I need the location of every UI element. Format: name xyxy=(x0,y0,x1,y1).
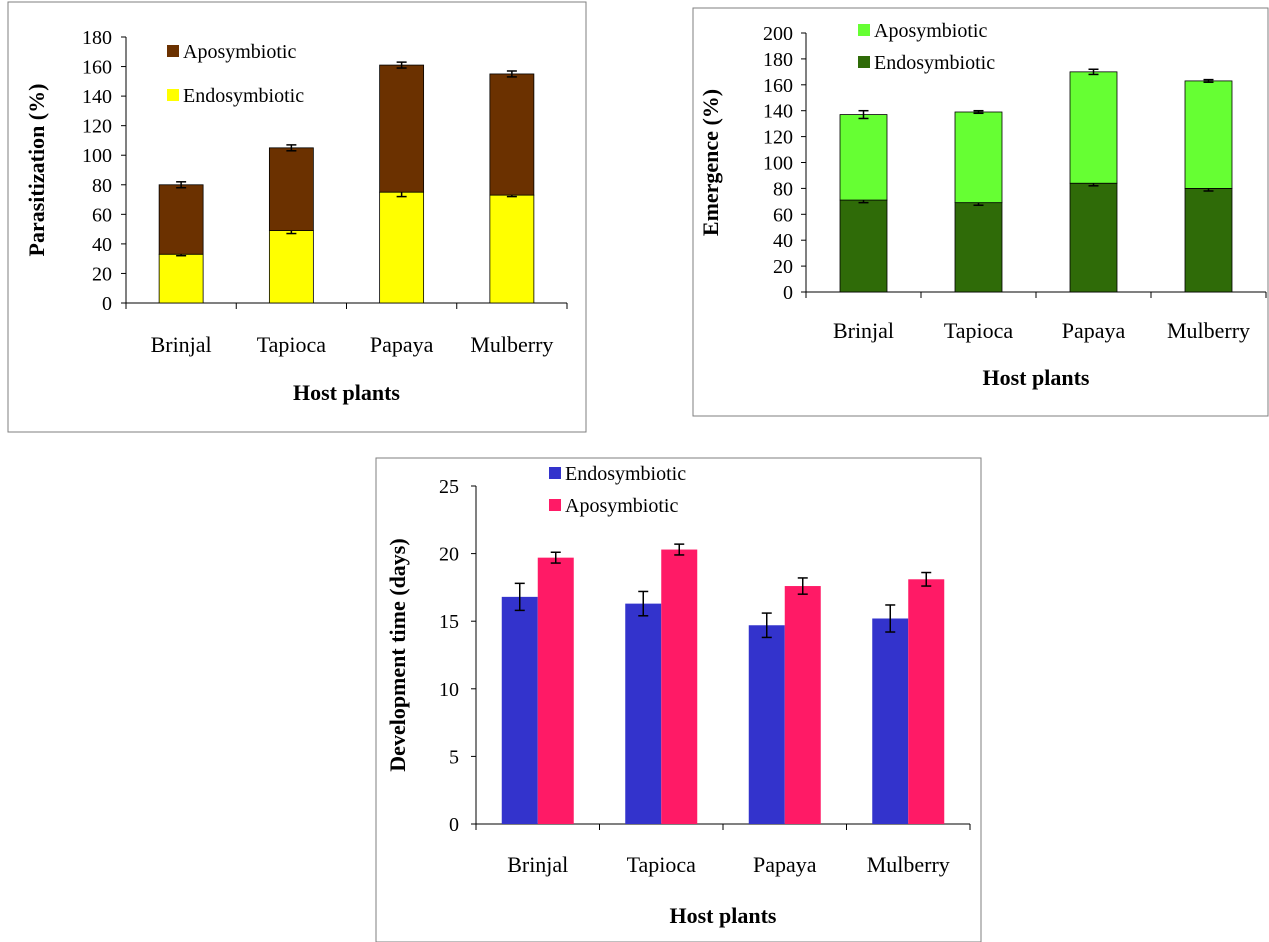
bar xyxy=(954,202,1003,293)
x-tick-label: Tapioca xyxy=(627,852,697,877)
y-axis-title: Parasitization (%) xyxy=(24,84,49,257)
x-tick-label: Mulberry xyxy=(867,852,950,877)
bar xyxy=(379,64,425,193)
y-tick-label: 200 xyxy=(763,23,793,45)
legend-swatch xyxy=(549,499,561,511)
parasitization-chart: 0 20 40 60 80 100 120 140 160 180 Brinjal Tapioca Pa… xyxy=(7,1,587,433)
x-tick-label: Brinjal xyxy=(151,332,212,357)
legend-swatch xyxy=(858,56,870,68)
y-tick-label: 15 xyxy=(439,611,459,633)
y-tick-label: 0 xyxy=(449,814,459,836)
y-tick-label: 0 xyxy=(783,282,793,304)
emergence-chart: 0 20 40 60 80 100 120 140 160 180 200 Brinjal Tapioc… xyxy=(692,7,1269,417)
y-tick-label: 160 xyxy=(82,57,112,79)
bar xyxy=(1069,71,1118,184)
y-tick-label: 120 xyxy=(763,127,793,149)
y-tick-label: 120 xyxy=(82,116,112,138)
bar xyxy=(489,73,535,196)
y-axis-title: Development time (days) xyxy=(385,538,410,771)
y-tick-label: 80 xyxy=(92,175,112,197)
y-tick-label: 25 xyxy=(439,476,459,498)
legend-label: Endosymbiotic xyxy=(874,52,995,74)
x-tick-label: Papaya xyxy=(1062,318,1126,343)
y-tick-label: 0 xyxy=(102,293,112,315)
x-tick-label: Mulberry xyxy=(470,332,553,357)
bar xyxy=(954,111,1003,204)
bar xyxy=(537,557,574,824)
y-tick-label: 80 xyxy=(773,178,793,200)
x-tick-label: Brinjal xyxy=(833,318,894,343)
y-tick-label: 5 xyxy=(449,746,459,768)
bar xyxy=(839,199,888,293)
legend-swatch xyxy=(167,89,179,101)
legend-swatch xyxy=(167,45,179,57)
x-tick-label: Mulberry xyxy=(1167,318,1250,343)
x-axis-title: Host plants xyxy=(983,365,1090,390)
bar xyxy=(784,586,821,824)
bar xyxy=(379,191,425,304)
legend-swatch xyxy=(549,467,561,479)
bar xyxy=(908,579,945,824)
y-tick-label: 20 xyxy=(92,263,112,285)
bar xyxy=(1184,80,1233,189)
y-axis-title: Emergence (%) xyxy=(698,89,723,236)
y-tick-label: 10 xyxy=(439,679,459,701)
y-tick-label: 20 xyxy=(439,544,459,566)
development-time-chart: 0 5 10 15 20 25 Brinjal Tapioca Papaya Mulberry En… xyxy=(375,457,982,942)
x-tick-label: Papaya xyxy=(753,852,817,877)
bar xyxy=(872,618,909,824)
legend-label: Endosymbiotic xyxy=(565,463,686,485)
y-tick-label: 140 xyxy=(763,101,793,123)
bar xyxy=(268,147,314,231)
x-tick-label: Tapioca xyxy=(257,332,327,357)
bar xyxy=(1184,187,1233,293)
y-tick-label: 20 xyxy=(773,256,793,278)
bar xyxy=(748,625,785,824)
y-tick-label: 100 xyxy=(763,153,793,175)
bar xyxy=(625,603,662,824)
bar xyxy=(1069,182,1118,293)
legend-label: Aposymbiotic xyxy=(183,41,296,63)
legend-swatch xyxy=(858,24,870,36)
x-tick-label: Tapioca xyxy=(944,318,1014,343)
legend-label: Endosymbiotic xyxy=(183,85,304,107)
legend-label: Aposymbiotic xyxy=(565,495,678,517)
y-tick-label: 40 xyxy=(92,234,112,256)
y-tick-label: 180 xyxy=(763,49,793,71)
y-tick-label: 140 xyxy=(82,86,112,108)
bar xyxy=(839,114,888,201)
x-tick-label: Brinjal xyxy=(507,852,568,877)
y-tick-label: 180 xyxy=(82,27,112,49)
bar xyxy=(489,194,535,304)
bar xyxy=(268,230,314,304)
bar xyxy=(501,596,538,824)
bar xyxy=(158,253,204,304)
y-tick-label: 100 xyxy=(82,145,112,167)
x-axis-title: Host plants xyxy=(293,380,400,405)
y-tick-label: 40 xyxy=(773,230,793,252)
bar xyxy=(158,184,204,255)
y-tick-label: 60 xyxy=(92,204,112,226)
y-tick-label: 60 xyxy=(773,204,793,226)
legend-label: Aposymbiotic xyxy=(874,20,987,42)
x-tick-label: Papaya xyxy=(370,332,434,357)
x-axis-title: Host plants xyxy=(670,903,777,928)
bar xyxy=(661,549,698,824)
y-tick-label: 160 xyxy=(763,75,793,97)
